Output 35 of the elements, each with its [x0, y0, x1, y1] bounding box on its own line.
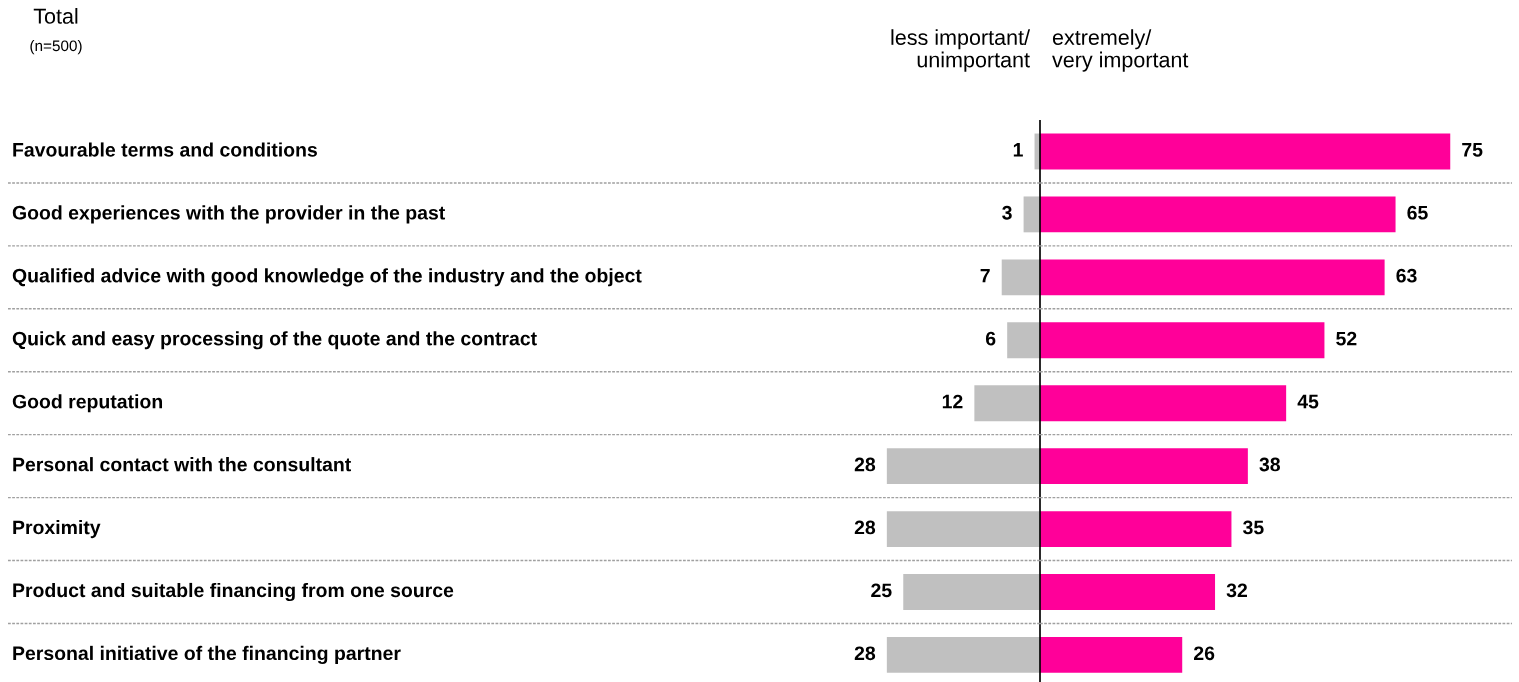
data-label: 7: [980, 268, 990, 283]
data-label: 6: [985, 331, 996, 346]
y-tick-label: Product and suitable financing from one source: [13, 582, 454, 602]
data-label: 63: [1396, 268, 1417, 283]
data-label: 35: [1243, 520, 1264, 535]
y-tick-label: Proximity: [13, 520, 101, 539]
bar: [1007, 322, 1040, 359]
y-tick-label: Good reputation: [12, 394, 163, 413]
data-label: 38: [1259, 457, 1280, 472]
bar: [1001, 259, 1040, 296]
data-label: 12: [942, 394, 963, 409]
y-tick-label: Quick and easy processing of the quote and the contract: [12, 331, 537, 350]
text: (n=500): [30, 40, 82, 55]
text: Total: [33, 8, 78, 24]
data-label: 26: [1194, 646, 1215, 661]
y-tick-label: Favourable terms and conditions: [13, 142, 317, 157]
data-label: 45: [1297, 394, 1319, 409]
data-label: 28: [854, 520, 876, 535]
y-tick-label: Personal contact with the consultant: [13, 457, 352, 472]
y-tick-label: Good experiences with the provider in the past: [12, 205, 446, 224]
x-axis-title: extremely/ very important: [1052, 29, 1189, 72]
data-label: 52: [1336, 331, 1357, 346]
y-tick-label: Qualified advice with good knowledge of the industry and the object: [12, 268, 642, 287]
bar: [974, 385, 1040, 422]
data-label: 3: [1002, 205, 1012, 220]
data-label: 75: [1462, 143, 1483, 157]
data-label: 28: [854, 457, 876, 472]
data-label: 32: [1226, 583, 1247, 598]
x-axis-title: less important/ unimportant: [891, 29, 1031, 72]
data-label: 28: [854, 646, 876, 661]
data-label: 25: [871, 583, 892, 598]
bar: [1023, 196, 1040, 233]
data-label: 1: [1013, 143, 1023, 157]
data-label: 65: [1407, 205, 1428, 220]
y-tick-label: Personal initiative of the financing partner: [13, 645, 401, 665]
